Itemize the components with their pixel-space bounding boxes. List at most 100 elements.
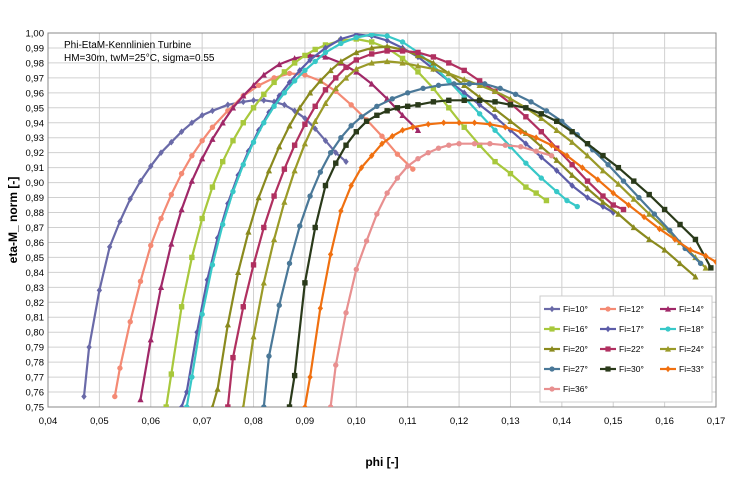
data-point [543, 108, 550, 114]
data-point [636, 194, 642, 201]
data-point [667, 227, 673, 234]
data-point [137, 278, 144, 285]
data-point [291, 167, 298, 174]
data-point [291, 78, 298, 84]
legend-entry: Fi=27° [544, 364, 588, 374]
data-point [384, 33, 390, 39]
series-line [185, 33, 578, 407]
data-point [687, 246, 694, 254]
data-point [518, 128, 524, 136]
data-point [209, 124, 216, 130]
data-point [471, 141, 478, 147]
data-point [210, 403, 215, 407]
series-fi-30- [286, 97, 714, 407]
tick-labels: 0,75 0,76 0,77 0,78 0,79 0,80 0,81 0,82 0,83 0,84… [26, 29, 726, 428]
data-point [260, 279, 267, 286]
data-point [610, 202, 616, 208]
data-point [389, 96, 395, 102]
data-point [384, 48, 390, 54]
legend-entry: Fi=18° [660, 324, 704, 334]
data-point [333, 75, 339, 81]
data-point [430, 59, 437, 66]
data-point [600, 152, 606, 159]
data-point [327, 67, 334, 74]
data-point [656, 225, 663, 233]
series-line [165, 37, 548, 407]
data-point [492, 127, 498, 133]
x-axis-label: phi [-] [365, 455, 398, 469]
data-point [358, 164, 365, 171]
legend-label: Fi=16° [563, 324, 588, 334]
x-tick-label: 0,12 [450, 416, 469, 427]
x-tick-label: 0,10 [347, 416, 366, 427]
y-tick-label: 0,80 [26, 328, 45, 339]
data-point [302, 121, 308, 127]
legend-swatch-marker [605, 346, 611, 352]
data-point [225, 101, 231, 109]
data-point [188, 177, 195, 184]
data-point [230, 188, 236, 195]
x-tick-label: 0,04 [39, 416, 58, 427]
data-point [327, 404, 334, 407]
legend-label: Fi=33° [679, 364, 704, 374]
data-point [374, 103, 380, 110]
data-point [199, 111, 205, 119]
data-point [507, 95, 514, 102]
data-point [445, 70, 452, 77]
data-point [301, 140, 309, 147]
legend-swatch-marker [665, 345, 671, 352]
data-point [117, 365, 123, 371]
data-point [584, 152, 591, 159]
data-point [661, 224, 668, 231]
data-point [456, 119, 462, 127]
data-point [343, 142, 349, 148]
data-point [353, 49, 360, 56]
data-point [430, 54, 437, 60]
legend-entry: Fi=16° [544, 324, 588, 334]
data-point [676, 260, 684, 267]
data-point [220, 158, 226, 165]
data-point [307, 56, 313, 64]
data-point [631, 178, 637, 184]
data-point [368, 59, 375, 66]
data-point [302, 280, 308, 286]
data-point [333, 149, 339, 156]
data-point [270, 236, 278, 243]
data-point [229, 104, 237, 111]
data-point [461, 124, 467, 130]
data-point [296, 104, 303, 111]
data-point [281, 198, 288, 205]
data-point [404, 103, 411, 110]
data-point [261, 404, 267, 407]
data-point [353, 34, 360, 41]
legend-label: Fi=20° [563, 344, 588, 354]
data-point [446, 60, 452, 66]
data-point [255, 194, 262, 201]
y-tick-label: 0,93 [26, 133, 45, 144]
y-tick-label: 0,99 [26, 43, 45, 54]
data-point [184, 404, 190, 407]
data-point [389, 132, 395, 140]
data-point [461, 67, 467, 74]
data-point [250, 139, 257, 145]
data-point [476, 97, 483, 104]
y-tick-label: 0,87 [26, 223, 45, 234]
data-point [538, 114, 545, 121]
data-point [415, 69, 421, 75]
legend-label: Fi=18° [679, 324, 704, 334]
legend-label: Fi=12° [619, 304, 644, 314]
data-point [461, 97, 467, 104]
y-tick-label: 0,88 [26, 208, 45, 219]
data-point [333, 362, 339, 368]
data-point [507, 170, 514, 177]
data-point [199, 155, 206, 162]
data-point [713, 258, 716, 266]
series-fi-22- [225, 48, 627, 407]
data-point [348, 182, 354, 189]
data-point [261, 97, 267, 104]
y-axis-label: eta-M_ norm [-] [6, 177, 20, 264]
data-point [553, 156, 560, 163]
data-point [168, 191, 175, 198]
data-point [672, 236, 678, 243]
